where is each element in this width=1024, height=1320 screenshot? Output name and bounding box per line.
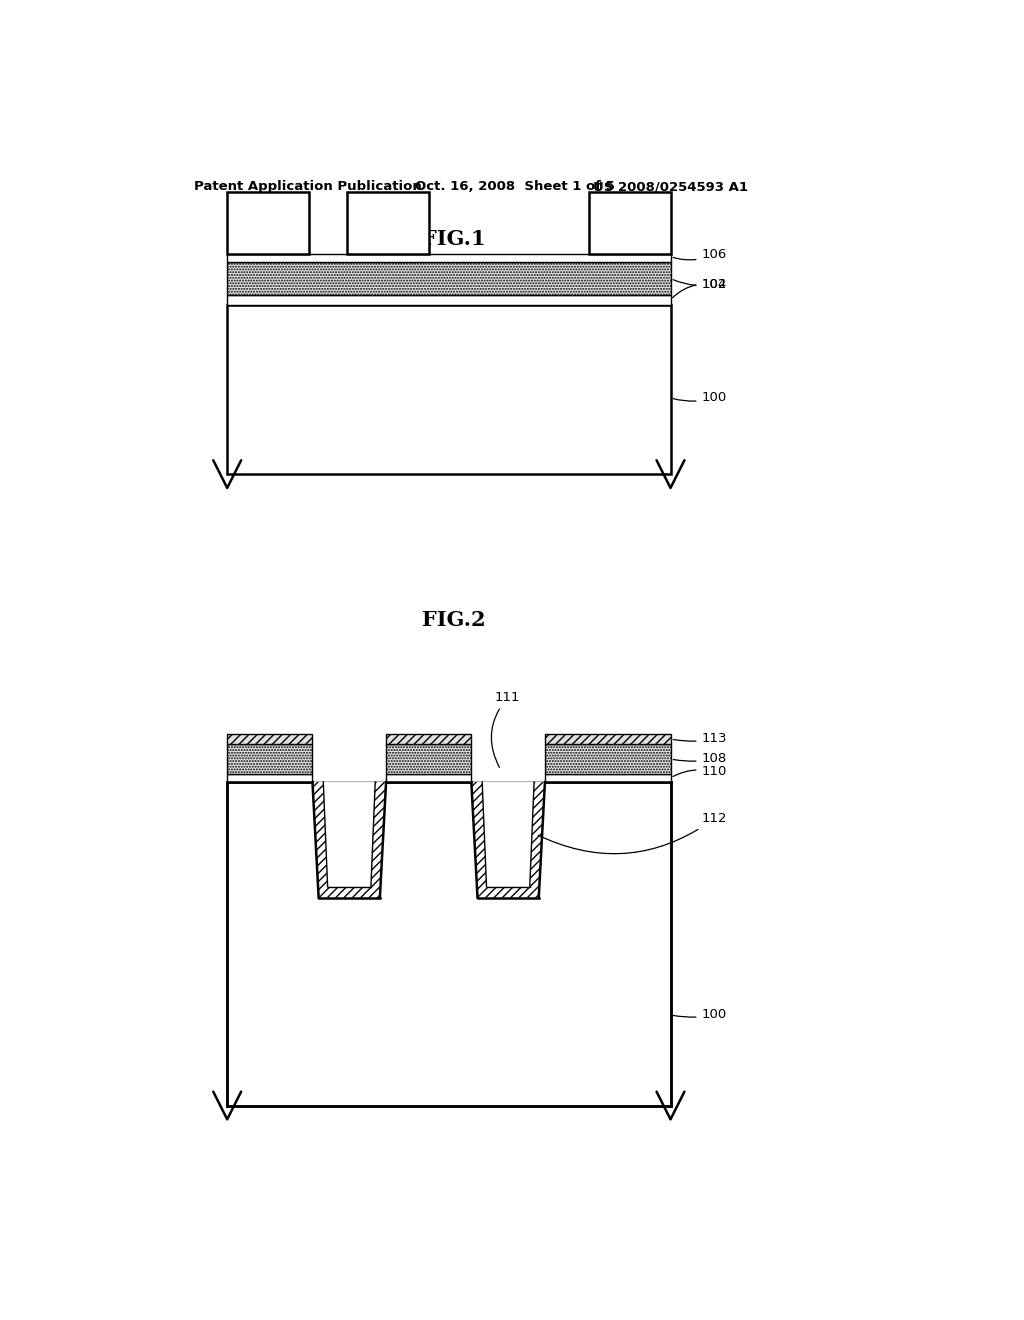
Bar bbox=[386, 734, 471, 744]
Text: 110: 110 bbox=[673, 766, 727, 779]
Text: US 2008/0254593 A1: US 2008/0254593 A1 bbox=[593, 181, 748, 194]
Bar bbox=[227, 781, 671, 1106]
Bar bbox=[227, 734, 312, 744]
Text: 104: 104 bbox=[673, 279, 727, 292]
Text: Patent Application Publication: Patent Application Publication bbox=[194, 181, 422, 194]
Polygon shape bbox=[471, 781, 545, 898]
Bar bbox=[347, 193, 429, 253]
Bar bbox=[227, 744, 312, 774]
Text: 102: 102 bbox=[673, 277, 727, 298]
Text: 108: 108 bbox=[673, 752, 727, 766]
Bar bbox=[386, 774, 471, 781]
Text: 100: 100 bbox=[673, 1008, 727, 1022]
Text: Oct. 16, 2008  Sheet 1 of 5: Oct. 16, 2008 Sheet 1 of 5 bbox=[415, 181, 614, 194]
Bar bbox=[589, 193, 671, 253]
Text: 113: 113 bbox=[673, 733, 727, 746]
Text: FIG.1: FIG.1 bbox=[422, 230, 485, 249]
Text: 112: 112 bbox=[539, 812, 727, 854]
Bar bbox=[386, 744, 471, 774]
Text: 111: 111 bbox=[492, 690, 520, 767]
Bar bbox=[545, 774, 671, 781]
Text: FIG.2: FIG.2 bbox=[422, 610, 485, 631]
Text: 100: 100 bbox=[673, 391, 727, 404]
Bar bbox=[227, 774, 312, 781]
Bar bbox=[227, 193, 308, 253]
Bar bbox=[545, 734, 671, 744]
Text: 106: 106 bbox=[673, 248, 727, 261]
Bar bbox=[227, 253, 671, 263]
Bar bbox=[227, 294, 671, 305]
Bar bbox=[227, 305, 671, 474]
Polygon shape bbox=[312, 781, 386, 898]
Bar bbox=[545, 744, 671, 774]
Bar bbox=[227, 263, 671, 294]
